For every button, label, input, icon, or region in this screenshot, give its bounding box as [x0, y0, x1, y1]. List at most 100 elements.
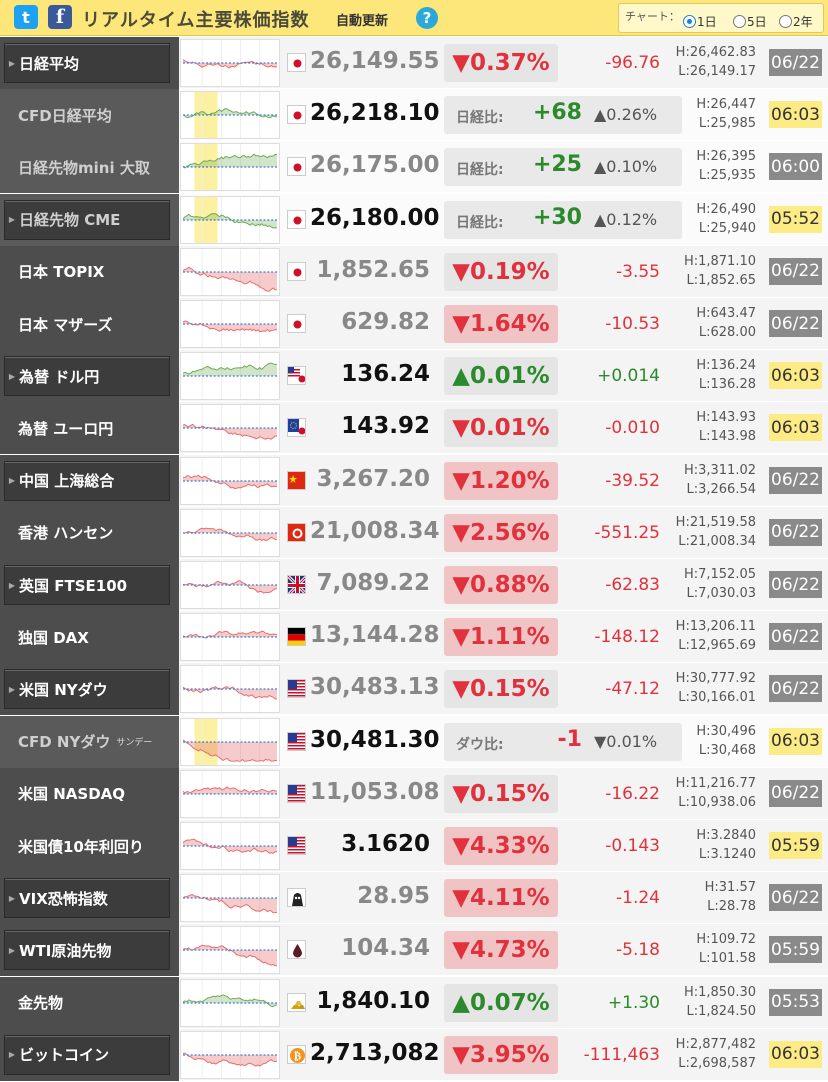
- index-name-button[interactable]: CFD NYダウ サンデー: [4, 722, 170, 762]
- table-row: 日本 マザーズ 629.82 ▼1.64% -10.53 H:643.47 L:628.0…: [0, 298, 828, 350]
- sparkline-chart[interactable]: [180, 404, 280, 453]
- diff-label: 日経比:: [456, 162, 504, 179]
- index-name-button[interactable]: 日経先物mini 大取: [4, 147, 170, 187]
- facebook-icon[interactable]: f: [48, 5, 72, 29]
- low-value: L:30,166.01: [678, 690, 756, 706]
- uk-flag-icon: [287, 575, 306, 594]
- sparkline-chart[interactable]: [180, 613, 280, 662]
- value-change: -10.53: [605, 314, 660, 334]
- update-time: 06/22: [769, 257, 822, 285]
- table-row: CFD NYダウ サンデー 30,481.30 ダウ比: -1 ▼0.01% H:30,49…: [0, 715, 828, 768]
- index-name-button[interactable]: 独国 DAX: [4, 617, 170, 657]
- twitter-icon[interactable]: t: [14, 5, 38, 29]
- update-time: 06:03: [769, 414, 822, 442]
- low-value: L:101.58: [698, 951, 756, 967]
- help-icon[interactable]: ?: [416, 7, 438, 29]
- index-name: CFD日経平均: [18, 106, 112, 125]
- table-row: 香港 ハンセン 21,008.34 ▼2.56% -551.25 H:21,519.58…: [0, 506, 828, 559]
- diff-value: +25: [532, 152, 582, 178]
- sparkline-chart[interactable]: [180, 39, 280, 87]
- chart-option-2y[interactable]: 2年: [779, 13, 813, 30]
- index-name-button[interactable]: 香港 ハンセン: [4, 513, 170, 553]
- table-row: ▶ 為替 ドル円 136.24 ▲0.01% +0.014 H:136.24 L:136.2…: [0, 350, 828, 403]
- sparkline-chart[interactable]: [180, 456, 280, 505]
- sparkline-chart[interactable]: [180, 978, 280, 1027]
- index-name-button[interactable]: CFD日経平均: [4, 95, 170, 135]
- price-value: 26,149.55: [310, 48, 440, 74]
- index-name-button[interactable]: ▶ 日経先物 CME: [4, 199, 170, 240]
- index-name-button[interactable]: ▶ ビットコイン: [4, 1034, 170, 1075]
- sparkline-chart[interactable]: [180, 874, 280, 923]
- percent-change: ▼1.11%: [444, 618, 558, 657]
- index-name: 日経平均: [19, 54, 80, 73]
- low-value: L:30,468: [698, 742, 756, 758]
- high-value: H:3.2840: [696, 828, 756, 843]
- low-value: L:143.98: [698, 429, 756, 445]
- index-name-button[interactable]: 米国債10年利回り: [4, 826, 170, 866]
- high-value: H:13,206.11: [675, 619, 756, 635]
- sparkline-chart[interactable]: [180, 1030, 280, 1079]
- index-name-button[interactable]: 米国 NASDAQ: [4, 774, 170, 814]
- sparkline-chart[interactable]: [180, 352, 280, 401]
- sparkline-chart[interactable]: [180, 926, 280, 975]
- sparkline-chart[interactable]: [180, 717, 280, 766]
- index-name-button[interactable]: ▶ 中国 上海総合: [4, 460, 170, 501]
- chart-option-1d[interactable]: 1日: [683, 13, 717, 30]
- index-name-button[interactable]: ▶ 為替 ドル円: [4, 356, 170, 397]
- index-name-button[interactable]: 為替 ユーロ円: [4, 408, 170, 448]
- percent-change: ▼4.73%: [444, 931, 558, 970]
- value-change: -39.52: [605, 470, 660, 491]
- high-low: H:26,447 L:25,985: [670, 95, 756, 133]
- index-name-cell: 金先物: [0, 976, 179, 1029]
- index-name-cell: 日本 TOPIX: [0, 245, 179, 298]
- sparkline-chart[interactable]: [180, 769, 280, 818]
- sparkline-chart[interactable]: [180, 195, 280, 244]
- us-flag-icon: [287, 783, 306, 803]
- index-name: 米国 NYダウ: [19, 680, 108, 699]
- index-name-cell: 日本 マザーズ: [0, 298, 179, 350]
- low-value: L:25,935: [698, 168, 756, 184]
- index-name-button[interactable]: 日本 マザーズ: [4, 304, 170, 344]
- diff-percent: ▲0.26%: [594, 105, 658, 125]
- nikkei-diff-box: ダウ比: -1 ▼0.01%: [444, 722, 682, 761]
- radio-1d[interactable]: [683, 15, 696, 28]
- index-name-button[interactable]: 金先物: [4, 983, 170, 1023]
- percent-change: ▼0.15%: [444, 774, 558, 813]
- index-name-button[interactable]: ▶ WTI原油先物: [4, 930, 170, 971]
- page-title: リアルタイム主要株価指数: [82, 10, 310, 31]
- update-time: 05:53: [769, 988, 822, 1016]
- sparkline-chart[interactable]: [180, 508, 280, 557]
- high-low: H:109.72 L:101.58: [670, 930, 756, 968]
- percent-change: ▼0.88%: [444, 566, 558, 604]
- index-name-button[interactable]: ▶ 日経平均: [4, 43, 170, 83]
- sparkline-chart[interactable]: [180, 665, 280, 714]
- table-row: ▶ 米国 NYダウ 30,483.13 ▼0.15% -47.12 H:30,777.92…: [0, 663, 828, 716]
- high-value: H:26,490: [696, 201, 756, 217]
- diff-value: +30: [532, 204, 582, 230]
- high-value: H:109.72: [696, 932, 756, 948]
- us-flag-icon: [287, 679, 306, 699]
- jp-flag-icon: [287, 157, 306, 177]
- index-name-button[interactable]: 日本 TOPIX: [4, 252, 170, 292]
- price-value: 2,713,082: [310, 1039, 440, 1066]
- sparkline-chart[interactable]: [180, 247, 280, 296]
- sparkline-chart[interactable]: [180, 822, 280, 870]
- high-low: H:2,877,482 L:2,698,587: [670, 1035, 756, 1073]
- index-name-button[interactable]: ▶ VIX恐怖指数: [4, 878, 170, 919]
- sparkline-chart[interactable]: [180, 300, 280, 348]
- high-value: H:643.47: [696, 306, 756, 321]
- expand-arrow-icon: ▶: [8, 58, 16, 68]
- radio-2y[interactable]: [779, 15, 792, 28]
- index-name-button[interactable]: ▶ 米国 NYダウ: [4, 669, 170, 710]
- sparkline-chart[interactable]: [180, 91, 280, 140]
- index-name-button[interactable]: ▶ 英国 FTSE100: [4, 565, 170, 605]
- sparkline-chart[interactable]: [180, 561, 280, 609]
- cn-flag-icon: [287, 470, 306, 490]
- table-row: ▶ 中国 上海総合 3,267.20 ▼1.20% -39.52 H:3,311.02 L:…: [0, 454, 828, 507]
- chart-option-5d[interactable]: 5日: [733, 13, 767, 30]
- sparkline-chart[interactable]: [180, 143, 280, 192]
- svg-text:₿: ₿: [294, 1049, 302, 1062]
- update-time: 06/22: [769, 49, 822, 76]
- high-value: H:30,777.92: [675, 671, 756, 687]
- radio-5d[interactable]: [733, 15, 746, 28]
